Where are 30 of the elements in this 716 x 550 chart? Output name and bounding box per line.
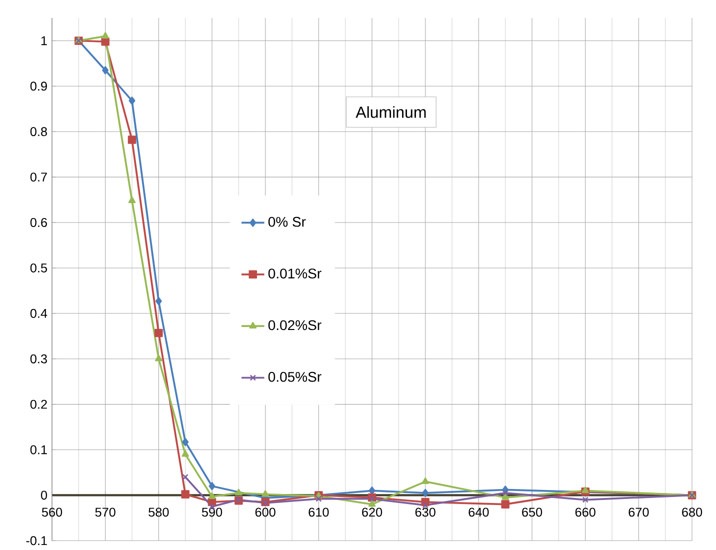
legend-label: 0.05%Sr — [268, 372, 322, 382]
x-tick-label: 600 — [255, 508, 276, 517]
legend-label: 0% Sr — [268, 216, 306, 227]
y-tick-label: 0.9 — [30, 82, 47, 91]
text: Aluminum — [356, 106, 426, 118]
legend-label: 0.02%Sr — [268, 320, 322, 330]
y-tick-label: 0.6 — [30, 218, 47, 228]
x-tick-label: 590 — [202, 508, 222, 517]
x-tick-label: 570 — [95, 508, 116, 517]
y-tick-label: 0 — [40, 490, 48, 500]
y-tick-label: -0.1 — [26, 536, 47, 546]
y-tick-label: 0.3 — [30, 354, 47, 364]
x-tick-label: 670 — [628, 508, 649, 517]
x-tick-label: 650 — [522, 508, 542, 517]
y-tick-label: 0.5 — [30, 263, 47, 272]
y-tick-label: 0.2 — [30, 400, 47, 409]
legend-label: 0.01%Sr — [268, 268, 322, 278]
x-tick-label: 660 — [575, 508, 596, 517]
x-tick-label: 580 — [148, 508, 169, 517]
y-tick-label: 0.4 — [30, 308, 48, 318]
x-tick-label: 680 — [682, 508, 702, 517]
x-tick-label: 630 — [415, 508, 436, 517]
x-tick-label: 640 — [468, 508, 489, 517]
y-tick-label: 0.1 — [30, 445, 47, 454]
x-tick-label: 620 — [362, 508, 382, 517]
x-tick-label: 610 — [308, 508, 329, 517]
y-tick-label: 0.8 — [30, 127, 47, 136]
y-tick-label: 0.7 — [30, 172, 47, 182]
y-tick-label: 1 — [41, 36, 47, 46]
x-tick-label: 560 — [42, 508, 62, 517]
